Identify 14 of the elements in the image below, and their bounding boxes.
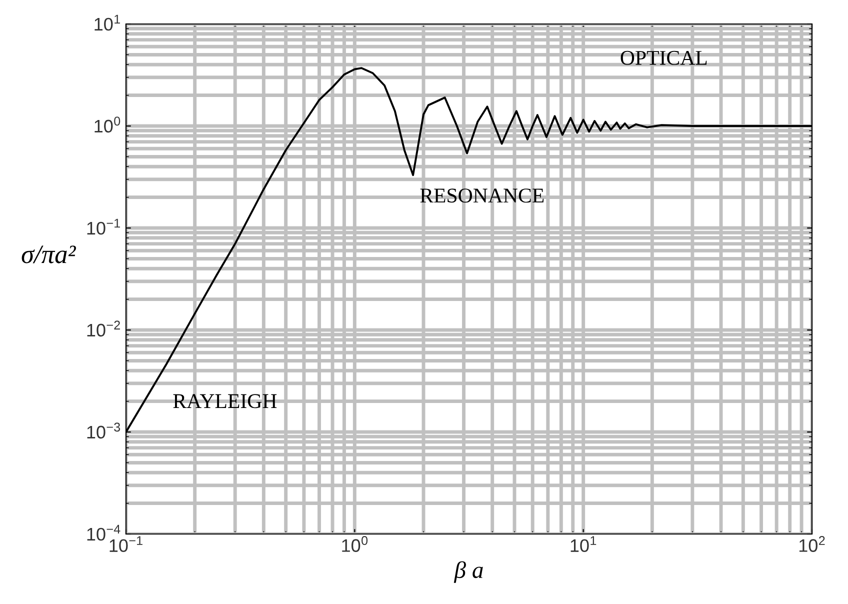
y-tick-label: 10$^{−3}$ [87, 422, 120, 439]
annotation: RAYLEIGH [173, 394, 277, 408]
x-tick-label: 10$^{0}$ [342, 536, 368, 552]
x-axis-title: β a [454, 561, 483, 583]
x-tick-label: 10$^{2}$ [799, 536, 825, 552]
annotation: OPTICAL [620, 50, 707, 65]
y-tick-label: 10$^{−1}$ [87, 218, 120, 235]
x-tick-label: 10$^{−1}$ [110, 536, 142, 552]
x-tick-label: 10$^{1}$ [570, 536, 596, 552]
y-tick-label: 10$^{1}$ [94, 14, 120, 31]
y-axis-title: σ/πa² [22, 246, 76, 264]
y-tick-label: 10$^{−2}$ [87, 320, 120, 337]
y-tick-label: 10$^{0}$ [94, 116, 120, 133]
annotation: RESONANCE [420, 188, 544, 203]
